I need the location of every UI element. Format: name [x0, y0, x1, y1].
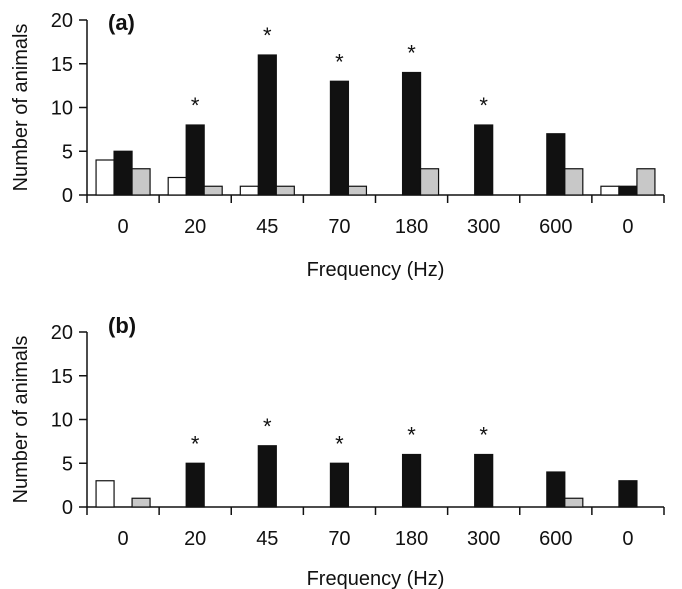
bar-a-s1-c2 [257, 54, 277, 196]
x-tick-label-a-2: 45 [256, 216, 278, 238]
bar-b-s1-c5 [474, 453, 494, 508]
bar-a-s2-c7 [636, 168, 656, 196]
x-tick-label-a-3: 70 [328, 216, 350, 238]
x-tick-label-a-0: 0 [118, 216, 129, 238]
x-tick-label-a-5: 300 [467, 216, 500, 238]
x-tick-label-b-2: 45 [256, 528, 278, 550]
bar-a-s2-c3 [347, 185, 368, 196]
y-tick-label-a-1: 5 [62, 141, 73, 163]
bar-a-s0-c7 [600, 185, 620, 196]
significance-star-b-2: * [263, 414, 272, 439]
bar-b-s1-c7 [618, 480, 638, 508]
y-tick-label-a-0: 0 [62, 185, 73, 207]
bar-b-s1-c1 [185, 462, 205, 508]
bar-a-s2-c0 [131, 168, 151, 196]
x-axis-title-b: Frequency (Hz) [307, 568, 445, 589]
y-tick-label-a-4: 20 [51, 10, 73, 32]
significance-star-b-4: * [407, 423, 416, 448]
x-tick-label-b-7: 0 [622, 528, 633, 550]
significance-star-b-1: * [191, 431, 200, 456]
bar-b-s1-c2 [257, 445, 277, 508]
x-tick-label-a-6: 600 [539, 216, 572, 238]
bar-b-s1-c4 [401, 453, 422, 508]
y-tick-label-a-2: 10 [51, 98, 73, 120]
significance-star-a-1: * [191, 93, 200, 118]
y-axis-title-b: Number of animals [10, 336, 32, 504]
bar-b-s1-c3 [329, 462, 350, 508]
panel-label-b: (b) [108, 313, 136, 338]
y-tick-label-b-1: 5 [62, 453, 73, 475]
y-tick-label-a-3: 15 [51, 54, 73, 76]
bar-a-s1-c1 [185, 124, 205, 196]
y-tick-label-b-2: 10 [51, 410, 73, 432]
y-axis-title-a: Number of animals [10, 24, 32, 192]
bar-a-s1-c6 [546, 133, 566, 196]
x-tick-label-a-7: 0 [622, 216, 633, 238]
significance-star-b-3: * [335, 431, 344, 456]
bar-b-s2-c0 [131, 497, 151, 508]
x-tick-label-b-0: 0 [118, 528, 129, 550]
significance-star-a-4: * [407, 41, 416, 66]
bar-a-s0-c2 [239, 185, 259, 196]
bar-a-s2-c2 [275, 185, 295, 196]
bar-a-s2-c6 [564, 168, 584, 196]
bar-a-s0-c0 [95, 159, 115, 196]
y-tick-label-b-4: 20 [51, 322, 73, 344]
bar-a-s1-c3 [329, 80, 350, 196]
bar-b-s2-c6 [564, 497, 584, 508]
bar-b-s1-c6 [546, 471, 566, 508]
y-tick-label-b-3: 15 [51, 366, 73, 388]
x-tick-label-b-3: 70 [328, 528, 350, 550]
significance-star-a-2: * [263, 23, 272, 48]
x-tick-label-b-5: 300 [467, 528, 500, 550]
bar-a-s1-c7 [618, 185, 638, 196]
significance-star-b-5: * [479, 423, 488, 448]
x-axis-title-a: Frequency (Hz) [307, 259, 445, 281]
bar-a-s1-c5 [474, 124, 494, 196]
x-tick-label-a-1: 20 [184, 216, 206, 238]
panel-label-a: (a) [108, 10, 135, 35]
bar-a-s2-c1 [203, 185, 223, 196]
bar-a-s0-c1 [167, 176, 187, 196]
bar-b-s0-c0 [95, 480, 115, 508]
y-tick-label-b-0: 0 [62, 497, 73, 519]
significance-star-a-5: * [479, 93, 488, 118]
chart-panel-a: 0 5 10 15 20 0 20 45 70 180 300 600 0 * * * * * (a) Frequen… [10, 10, 665, 281]
bar-a-s2-c4 [419, 168, 440, 196]
x-tick-label-a-4: 180 [395, 216, 428, 238]
x-tick-label-b-6: 600 [539, 528, 572, 550]
x-tick-label-b-1: 20 [184, 528, 206, 550]
bar-a-s1-c0 [113, 150, 133, 196]
chart-panel-b: 0 5 10 15 20 0 20 45 70 180 300 600 0 * * * * * (b) Frequen… [10, 313, 665, 589]
significance-star-a-3: * [335, 49, 344, 74]
x-tick-label-b-4: 180 [395, 528, 428, 550]
bar-a-s1-c4 [401, 71, 422, 196]
